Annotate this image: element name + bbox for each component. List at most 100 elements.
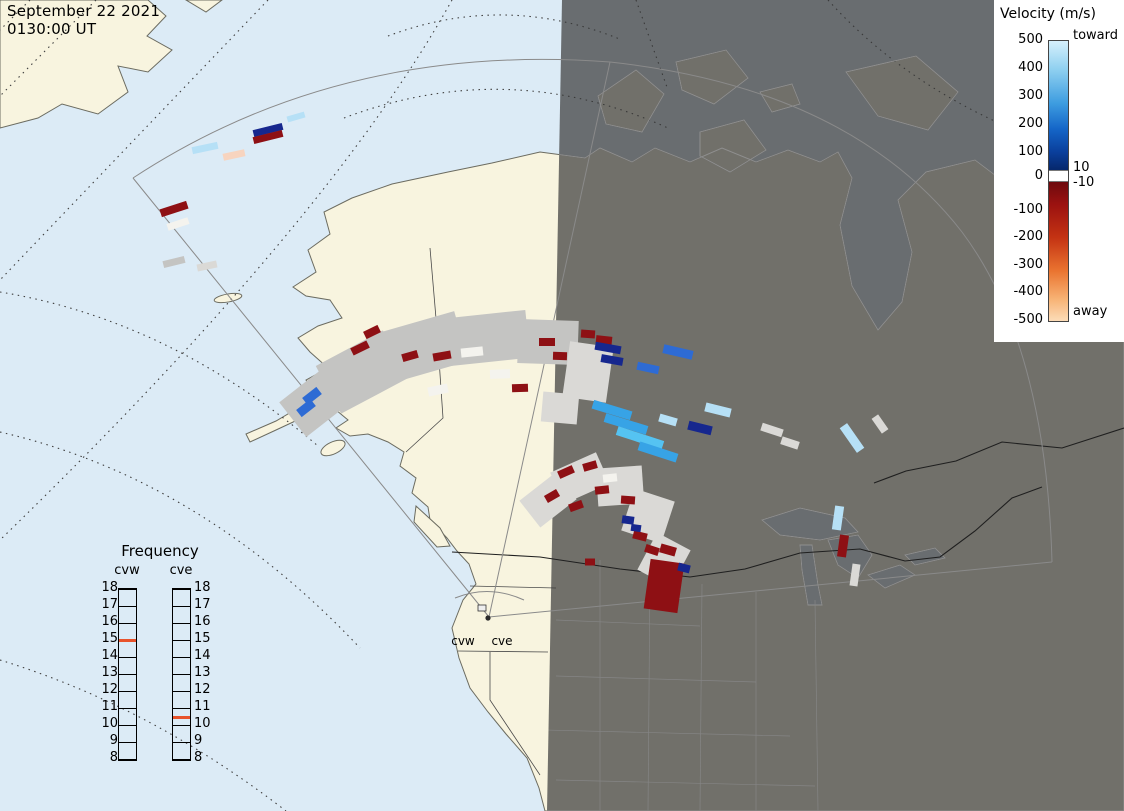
frequency-tick: 12 xyxy=(194,682,211,697)
time-label: 0130:00 UT xyxy=(7,19,97,38)
velocity-tick: 100 xyxy=(1018,144,1043,159)
echo-cell xyxy=(460,346,484,358)
velocity-colorbar-toward-segment xyxy=(1049,41,1068,170)
frequency-tick: 14 xyxy=(194,648,211,663)
echo-cell xyxy=(760,422,784,438)
echo-cell xyxy=(585,558,595,566)
frequency-legend: Frequency cvw cve 18 18 17 17 16 16 15 15 14 14 13… xyxy=(80,542,250,787)
night-terminator-overlay xyxy=(547,0,1124,811)
velocity-tick: 200 xyxy=(1018,116,1043,131)
echo-cell xyxy=(568,499,584,513)
frequency-tick: 15 xyxy=(194,631,211,646)
echo-cell xyxy=(644,544,660,556)
velocity-tick: -10 xyxy=(1073,175,1095,190)
frequency-scale-cve xyxy=(172,588,191,761)
echo-cell xyxy=(643,558,685,614)
echo-cell xyxy=(600,354,624,366)
echo-cell xyxy=(580,329,596,339)
echo-cell xyxy=(162,255,186,269)
echo-cell xyxy=(296,398,316,418)
frequency-marker-cvw xyxy=(119,639,136,642)
velocity-tick: -500 xyxy=(1013,312,1043,327)
frequency-tick: 15 xyxy=(101,631,118,646)
echo-cell xyxy=(302,386,322,406)
echo-cell xyxy=(427,383,449,397)
echo-cell xyxy=(159,200,189,218)
velocity-colorbar xyxy=(1048,40,1069,322)
echo-cell xyxy=(401,349,419,363)
echo-cell xyxy=(222,149,246,161)
echo-cell xyxy=(562,341,614,403)
velocity-colorbar-zero-gap xyxy=(1049,170,1068,182)
echo-cell xyxy=(677,562,691,574)
frequency-tick: 17 xyxy=(194,597,211,612)
frequency-tick: 16 xyxy=(101,614,118,629)
echo-cell xyxy=(594,341,622,355)
frequency-tick: 11 xyxy=(101,699,118,714)
echo-cell xyxy=(363,324,381,340)
echo-cell xyxy=(191,141,219,155)
echo-cell xyxy=(662,344,694,360)
frequency-tick: 13 xyxy=(101,665,118,680)
frequency-column-cve: cve xyxy=(169,563,193,578)
frequency-legend-title: Frequency xyxy=(121,542,199,560)
frequency-tick: 9 xyxy=(194,733,203,748)
frequency-tick: 9 xyxy=(109,733,118,748)
echo-cell xyxy=(252,122,284,138)
echo-cell xyxy=(432,350,452,362)
away-label: away xyxy=(1073,304,1108,319)
echo-cell xyxy=(620,495,636,505)
echo-cell xyxy=(591,399,633,421)
echo-cell xyxy=(687,420,713,436)
echo-cell xyxy=(350,340,370,356)
echo-cell xyxy=(489,369,511,379)
radar-site-marker xyxy=(477,604,491,621)
echo-cell xyxy=(371,311,469,385)
frequency-scale-cvw xyxy=(118,588,137,761)
velocity-tick: -400 xyxy=(1013,284,1043,299)
velocity-tick: 500 xyxy=(1018,32,1043,47)
nightside-state-lines xyxy=(547,560,819,811)
echo-cell xyxy=(539,338,555,346)
echo-cell xyxy=(837,534,849,558)
velocity-tick: 300 xyxy=(1018,88,1043,103)
echo-cell xyxy=(621,515,635,525)
echo-cell xyxy=(582,460,598,472)
velocity-colorbar-away-segment xyxy=(1049,182,1068,321)
dayside-borders xyxy=(405,247,557,776)
echo-cell xyxy=(632,530,648,542)
timestamp-header: September 22 2021 0130:00 UT xyxy=(7,2,161,38)
velocity-legend-title: Velocity (m/s) xyxy=(1000,6,1096,22)
date-label: September 22 2021 xyxy=(7,2,161,20)
echo-cell xyxy=(871,414,889,434)
frequency-marker-cve xyxy=(173,715,190,719)
frequency-tick: 8 xyxy=(194,750,203,765)
echo-cell xyxy=(831,505,845,531)
echo-cell xyxy=(166,217,190,231)
frequency-tick: 13 xyxy=(194,665,211,680)
frequency-tick: 8 xyxy=(109,750,118,765)
toward-label: toward xyxy=(1073,28,1119,43)
echo-cell xyxy=(594,485,610,495)
frequency-tick: 16 xyxy=(194,614,211,629)
echo-cell xyxy=(658,413,678,427)
velocity-tick: -100 xyxy=(1013,202,1043,217)
echo-cell xyxy=(636,361,660,375)
echo-cell xyxy=(595,335,613,345)
frequency-tick: 17 xyxy=(101,597,118,612)
frequency-tick: 11 xyxy=(194,699,211,714)
velocity-tick: 10 xyxy=(1073,160,1090,175)
us-canada-border xyxy=(451,427,1124,578)
radar-echo-cells xyxy=(159,111,889,614)
echo-cell xyxy=(780,436,800,450)
echo-cell xyxy=(196,260,218,272)
echo-cell xyxy=(615,426,665,450)
frequency-column-cvw: cvw xyxy=(114,563,140,578)
frequency-tick: 14 xyxy=(101,648,118,663)
echo-cell xyxy=(637,441,679,463)
frequency-tick: 10 xyxy=(101,716,118,731)
velocity-tick: 400 xyxy=(1018,60,1043,75)
velocity-tick: 0 xyxy=(1034,168,1043,183)
